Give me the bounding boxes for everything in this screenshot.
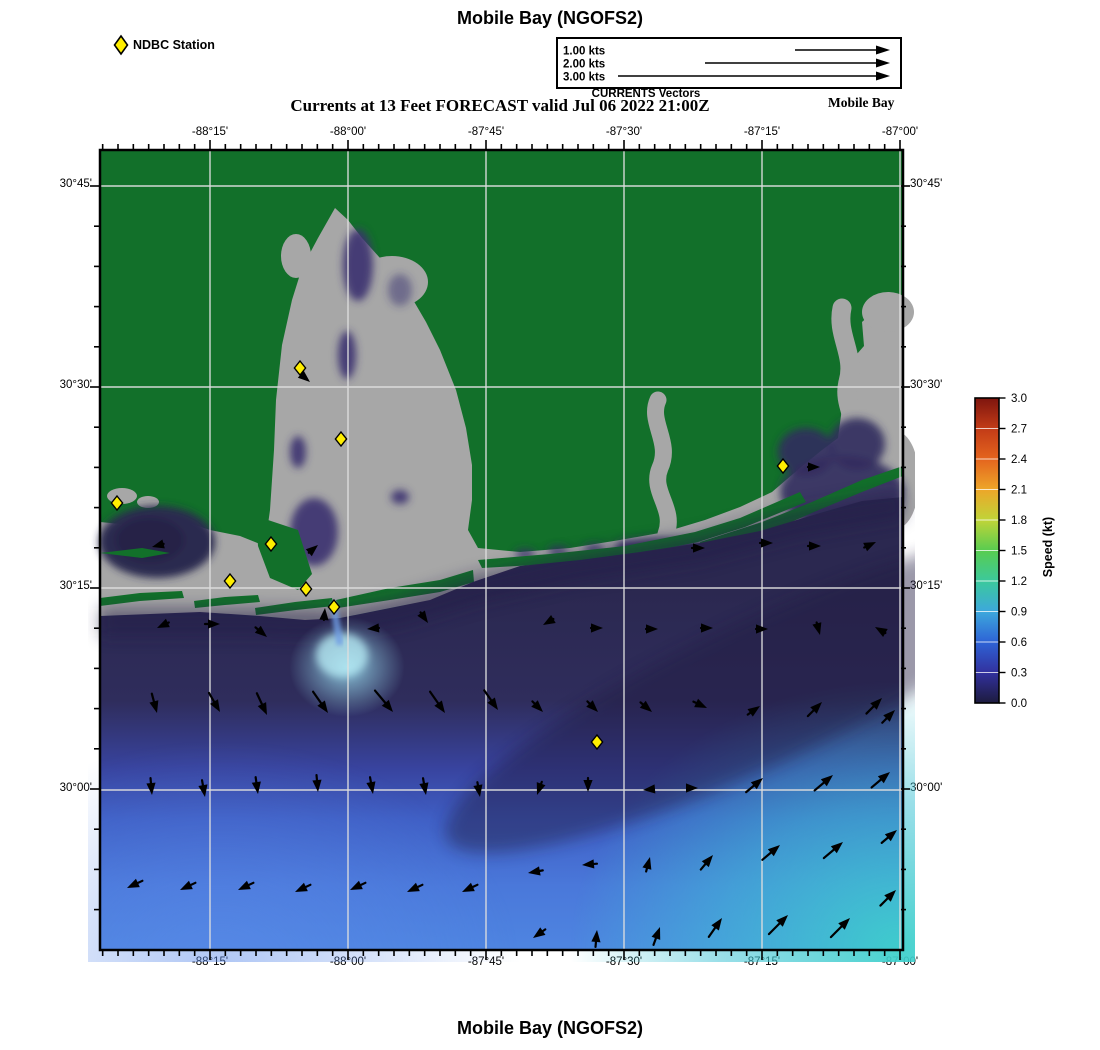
forecast-subtitle: Currents at 13 Feet FORECAST valid Jul 0…: [290, 96, 710, 115]
svg-text:0.6: 0.6: [1011, 637, 1027, 649]
map-frame: [98, 148, 905, 952]
map-base-layers: [88, 150, 915, 962]
lon-label-top: -87°45': [467, 126, 505, 138]
latlon-gridlines: [100, 150, 903, 950]
ndbc-station-marker: [327, 598, 341, 616]
lon-label-top: -87°15': [743, 126, 781, 138]
ndbc-station-marker: [334, 430, 348, 448]
colorbar-axis-label: Speed (kt): [1041, 516, 1055, 578]
corner-region-label: Mobile Bay: [828, 95, 895, 110]
perdido-bay: [647, 391, 677, 543]
svg-text:1.00 kts: 1.00 kts: [563, 46, 605, 58]
lat-label-left: 30°45': [59, 178, 92, 190]
northeast-flat: [862, 292, 914, 332]
ndbc-station-marker: [264, 535, 278, 553]
current-vectors: [127, 370, 897, 949]
ndbc-station-marker: [590, 733, 604, 751]
lat-label-right: 30°45': [910, 178, 943, 190]
svg-text:2.7: 2.7: [1011, 424, 1027, 436]
svg-text:0.0: 0.0: [1011, 698, 1027, 710]
bright-blue-zone: [88, 740, 520, 962]
lat-label-right: 30°15': [910, 580, 943, 592]
ndbc-station-marker: [110, 494, 124, 512]
svg-text:3.0: 3.0: [1011, 393, 1027, 405]
nearshore-dark-band: [100, 490, 906, 639]
lat-label-left: 30°15': [59, 580, 92, 592]
ndbc-station-marker: [776, 457, 790, 475]
speed-colorbar: 3.0 2.7 2.4 2.1 1.8 1.5 1.2 0.9 0.6 0.3 0.0: [974, 393, 1028, 710]
svg-text:3.00 kts: 3.00 kts: [563, 72, 605, 84]
svg-text:2.00 kts: 2.00 kts: [563, 59, 605, 71]
lat-label-right: 30°30': [910, 379, 943, 391]
lat-label-left: 30°00': [59, 782, 92, 794]
high-speed-cyan-zone: [570, 680, 915, 962]
lon-label-top: -87°00': [881, 126, 919, 138]
page-title: Mobile Bay (NGOFS2): [456, 8, 644, 28]
vector-scale-legend: 1.00 kts 2.00 kts 3.00 kts: [556, 37, 902, 89]
ndbc-station-marker: [299, 580, 313, 598]
lon-label-top: -88°00': [329, 126, 367, 138]
svg-text:1.2: 1.2: [1011, 576, 1027, 588]
svg-text:2.1: 2.1: [1011, 485, 1027, 497]
svg-text:2.4: 2.4: [1011, 454, 1028, 466]
ndbc-legend-label: NDBC Station: [133, 38, 215, 52]
delta-flat: [281, 234, 311, 278]
lon-label-top: -88°15': [191, 126, 229, 138]
svg-text:1.8: 1.8: [1011, 515, 1027, 527]
vector-legend-caption: CURRENTS Vectors: [591, 88, 701, 100]
ndbc-station-marker: [293, 359, 307, 377]
ndbc-station-marker: [223, 572, 237, 590]
lat-label-left: 30°30': [59, 379, 92, 391]
svg-text:0.9: 0.9: [1011, 607, 1027, 619]
lon-label-top: -87°30': [605, 126, 643, 138]
axis-ticks: [90, 140, 910, 960]
low-speed-band: [445, 537, 915, 853]
lat-label-right: 30°00': [910, 782, 943, 794]
footer-title: Mobile Bay (NGOFS2): [456, 1018, 644, 1038]
ndbc-stations: [110, 359, 790, 751]
plume-core: [316, 633, 368, 677]
west-inlet-2: [137, 496, 159, 508]
ndbc-station-icon: [113, 34, 129, 56]
svg-text:0.3: 0.3: [1011, 668, 1027, 680]
currents-map: [88, 140, 915, 962]
svg-text:1.5: 1.5: [1011, 546, 1027, 558]
